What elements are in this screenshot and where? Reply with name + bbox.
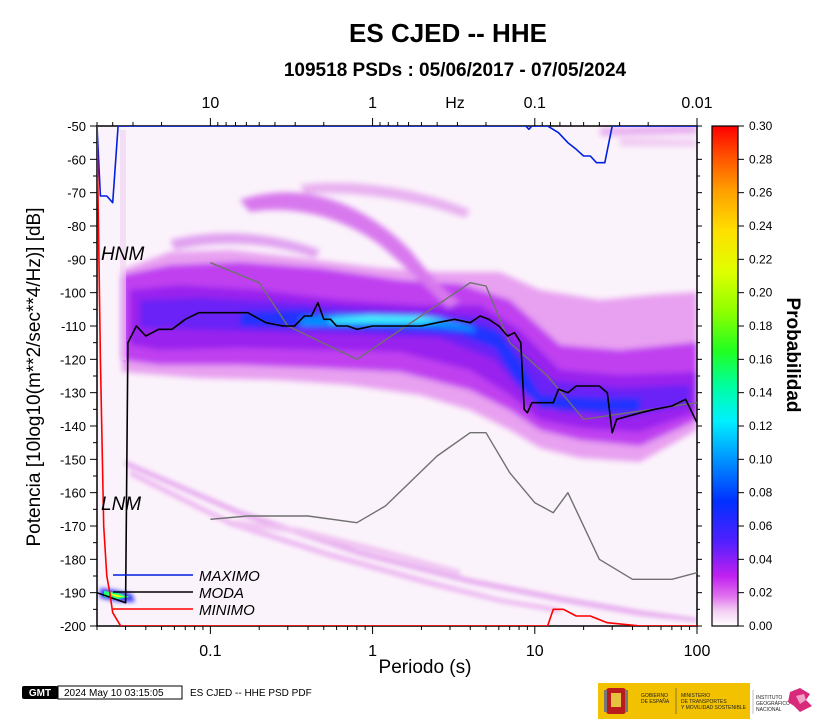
colorbar-tick-label: 0.28 xyxy=(749,152,773,166)
y-tick-label: -200 xyxy=(60,619,86,634)
y-tick-label: -60 xyxy=(67,152,86,167)
colorbar-tick-label: 0.12 xyxy=(749,419,773,433)
spain-coat-of-arms-icon xyxy=(604,688,628,714)
colorbar-tick-label: 0.20 xyxy=(749,286,773,300)
colorbar-tick-label: 0.10 xyxy=(749,452,773,466)
y-axis: -200 -190 -180 -170 -160 -150 -140 -130 -120 -110… xyxy=(60,119,702,634)
org2-line3: Y MOVILIDAD SOSTENIBLE xyxy=(681,705,747,711)
y-tick-label: -180 xyxy=(60,552,86,567)
y-tick-label: -190 xyxy=(60,586,86,601)
y-tick-label: -110 xyxy=(61,319,86,334)
x-axis: 0.1 1 10 100 xyxy=(96,626,711,660)
top-axis-unit: Hz xyxy=(445,95,465,112)
y-tick-label: -50 xyxy=(67,119,86,134)
x-tick-label: 10 xyxy=(526,643,544,660)
colorbar-tick-label: 0.26 xyxy=(749,186,773,200)
hnm-label: HNM xyxy=(101,244,144,265)
y-tick-label: -160 xyxy=(60,486,86,501)
colorbar-tick-label: 0.22 xyxy=(749,252,773,266)
colorbar-tick-label: 0.14 xyxy=(749,386,773,400)
org3-line3: NACIONAL xyxy=(756,707,782,713)
org3-line1: INSTITUTO xyxy=(756,695,782,701)
lnm-label: LNM xyxy=(101,494,141,515)
y-tick-label: -120 xyxy=(60,352,86,367)
colorbar-tick-label: 0.00 xyxy=(749,619,773,633)
top-tick-label: 10 xyxy=(201,95,219,112)
gmt-logo xyxy=(22,686,58,699)
series-line-maximo xyxy=(97,126,697,204)
colorbar xyxy=(711,125,739,627)
statistic-curves xyxy=(97,126,697,626)
series-line-minimo xyxy=(97,126,697,626)
model-curve-hnm xyxy=(210,262,697,420)
ign-banner xyxy=(750,683,822,719)
footer-timestamp: 2024 May 10 03:15:05 xyxy=(64,688,164,699)
legend-label-maximo: MAXIMO xyxy=(199,568,260,585)
colorbar-tick-label: 0.02 xyxy=(749,586,773,600)
model-curve-lnm xyxy=(210,432,697,580)
chart-subtitle: 109518 PSDs : 05/06/2017 - 07/05/2024 xyxy=(284,60,627,81)
top-tick-label: 0.01 xyxy=(681,95,712,112)
org1-line1: GOBIERNO xyxy=(641,693,668,699)
chart-title: ES CJED -- HHE xyxy=(349,18,547,48)
y-tick-label: -150 xyxy=(60,452,86,467)
gmt-logo-text: GMT xyxy=(29,688,51,699)
top-tick-label: 0.1 xyxy=(524,95,546,112)
colorbar-ticks: 0.00 0.02 0.04 0.06 0.08 0.10 0.12 0.14 0.16 0.18… xyxy=(738,119,773,633)
y-tick-label: -140 xyxy=(60,419,86,434)
top-axis: 10 1 0.1 0.01 xyxy=(96,95,713,126)
y-tick-label: -170 xyxy=(60,519,86,534)
org2-line2: DE TRANSPORTES xyxy=(681,699,727,705)
ign-logo-icon xyxy=(788,688,812,712)
psd-density xyxy=(100,126,697,622)
colorbar-tick-label: 0.16 xyxy=(749,352,773,366)
y-axis-label: Potencia [10log10(m**2/sec**4/Hz)] [dB] xyxy=(24,207,45,546)
org1-line2: DE ESPAÑA xyxy=(641,698,670,705)
legend-label-moda: MODA xyxy=(199,585,244,602)
series-line-moda xyxy=(97,301,697,604)
footer: GMT 2024 May 10 03:15:05 ES CJED -- HHE … xyxy=(22,685,312,700)
x-tick-label: 0.1 xyxy=(199,643,221,660)
colorbar-label: Probabilidad xyxy=(782,297,803,412)
colorbar-tick-label: 0.30 xyxy=(749,119,773,133)
colorbar-tick-label: 0.06 xyxy=(749,519,773,533)
y-tick-label: -70 xyxy=(67,186,86,201)
legend-label-minimo: MINIMO xyxy=(199,602,255,619)
x-tick-label: 1 xyxy=(368,643,377,660)
org2-line1: MINISTERIO xyxy=(681,693,710,699)
colorbar-tick-label: 0.24 xyxy=(749,219,773,233)
institution-logos: GOBIERNO DE ESPAÑA MINISTERIO DE TRANSPO… xyxy=(598,683,822,719)
colorbar-tick-label: 0.04 xyxy=(749,552,773,566)
y-tick-label: -130 xyxy=(60,386,86,401)
colorbar-tick-label: 0.18 xyxy=(749,319,773,333)
y-tick-label: -90 xyxy=(67,252,86,267)
y-tick-label: -100 xyxy=(60,286,86,301)
x-tick-label: 100 xyxy=(684,643,711,660)
colorbar-tick-label: 0.08 xyxy=(749,486,773,500)
noise-models xyxy=(210,262,697,580)
org3-line2: GEOGRÁFICO xyxy=(756,700,790,707)
footer-caption: ES CJED -- HHE PSD PDF xyxy=(190,688,312,699)
legend: MAXIMO MODA MINIMO xyxy=(113,568,260,619)
y-tick-label: -80 xyxy=(67,219,86,234)
timestamp-box xyxy=(57,685,183,700)
top-tick-label: 1 xyxy=(368,95,377,112)
x-axis-label: Periodo (s) xyxy=(379,657,472,678)
